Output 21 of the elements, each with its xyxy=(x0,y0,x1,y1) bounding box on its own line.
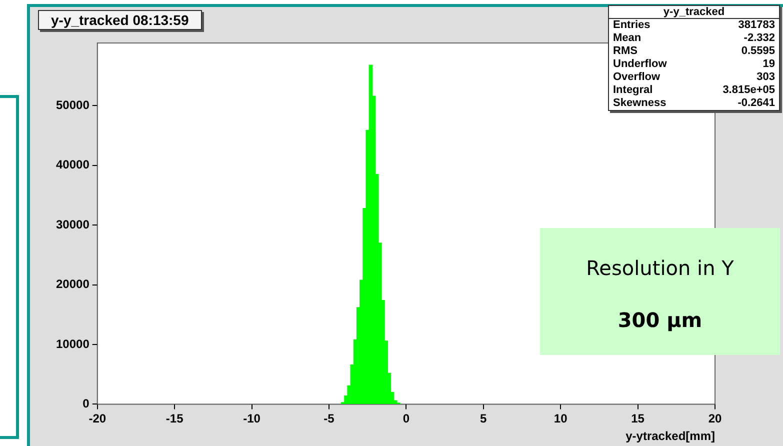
y-tick-label: 0 xyxy=(82,396,90,411)
x-tick-label: -10 xyxy=(243,412,261,426)
chart-title: y-y_tracked 08:13:59 xyxy=(38,10,202,30)
y-tick-label: 40000 xyxy=(56,158,90,172)
y-tick-label: 10000 xyxy=(56,336,90,351)
y-tick-label: 20000 xyxy=(56,277,90,292)
annotation: Resolution in Y xyxy=(585,256,735,280)
x-tick-label: -5 xyxy=(324,412,335,426)
x-tick-label: 5 xyxy=(480,412,488,426)
x-axis-title: y-ytracked[mm] xyxy=(626,429,715,444)
annotation: 300 μm xyxy=(616,308,704,332)
text-box: Resolution in Y 300 μm xyxy=(540,228,780,355)
x-tick-label: 15 xyxy=(631,412,645,426)
x-tick-label: 0 xyxy=(402,412,410,426)
x-tick-label: -15 xyxy=(166,412,184,426)
x-tick-label: 20 xyxy=(708,412,722,426)
x-tick-label: -20 xyxy=(88,412,106,426)
stats-box: y-y_tracked Entries 381783 Mean -2.332 RMS 0.5595 Underflow 19 Overflow 303 Integral 3.815e+05 Skewness -0.2641 xyxy=(608,5,780,111)
y-tick-label: 30000 xyxy=(56,217,90,232)
y-tick-label: 50000 xyxy=(56,98,90,112)
x-tick-label: 10 xyxy=(554,412,568,426)
